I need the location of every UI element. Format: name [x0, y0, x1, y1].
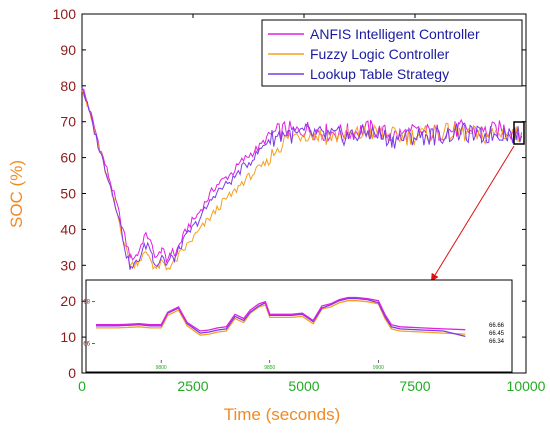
- x-tick-label: 0: [78, 378, 86, 394]
- axes: 0 10 20 30 40 50 60 70 80 90 100 0 2500 5000 7500 10000: [53, 6, 546, 394]
- inset-x-tick-label: 9900: [373, 365, 384, 371]
- legend-label-3: Lookup Table Strategy: [310, 66, 449, 82]
- legend: ANFIS Intelligent Controller Fuzzy Logic …: [261, 19, 523, 87]
- y-tick-label: 70: [60, 114, 76, 130]
- inset-x-tick-label: 9850: [264, 365, 275, 371]
- y-tick-label: 30: [60, 257, 76, 273]
- legend-box: [261, 19, 523, 87]
- inset-y-tick-label: 68: [83, 300, 90, 306]
- series-line-3: [81, 87, 523, 270]
- y-tick-label: 20: [60, 293, 76, 309]
- inset-series-line-1: [96, 296, 466, 332]
- legend-label-2: Fuzzy Logic Controller: [310, 46, 450, 62]
- y-tick-label: 10: [60, 329, 76, 345]
- y-tick-label: 60: [60, 150, 76, 166]
- y-tick-label: 50: [60, 186, 76, 202]
- x-tick-label: 5000: [288, 378, 319, 394]
- x-tick-label: 2500: [177, 378, 208, 394]
- zoom-arrow: [430, 145, 515, 282]
- inset-x-tick-label: 9800: [156, 365, 167, 371]
- inset-plot: 66 68 9800 9850 9900 66.66 66.45 66.34: [83, 279, 513, 373]
- inset-y-tick-label: 66: [83, 342, 90, 348]
- x-tick-label: 10000: [507, 378, 546, 394]
- y-axis-label: SOC (%): [7, 160, 26, 228]
- series-group: [81, 87, 523, 271]
- x-tick-label: 7500: [399, 378, 430, 394]
- y-tick-label: 40: [60, 221, 76, 237]
- inset-end-value-label: 66.34: [489, 339, 505, 345]
- x-axis-label: Time (seconds): [224, 405, 341, 424]
- inset-series-line-3: [96, 297, 466, 338]
- zoom-indicator: [430, 121, 525, 282]
- inset-end-value-label: 66.66: [489, 323, 505, 329]
- series-line-2: [81, 89, 523, 271]
- y-tick-label: 90: [60, 42, 76, 58]
- legend-label-1: ANFIS Intelligent Controller: [310, 26, 480, 42]
- y-tick-label: 80: [60, 78, 76, 94]
- inset-end-value-label: 66.45: [489, 331, 505, 337]
- y-tick-label: 0: [68, 365, 76, 381]
- zoom-region-box: [513, 121, 525, 145]
- series-line-1: [81, 88, 523, 264]
- y-tick-label: 100: [53, 6, 77, 22]
